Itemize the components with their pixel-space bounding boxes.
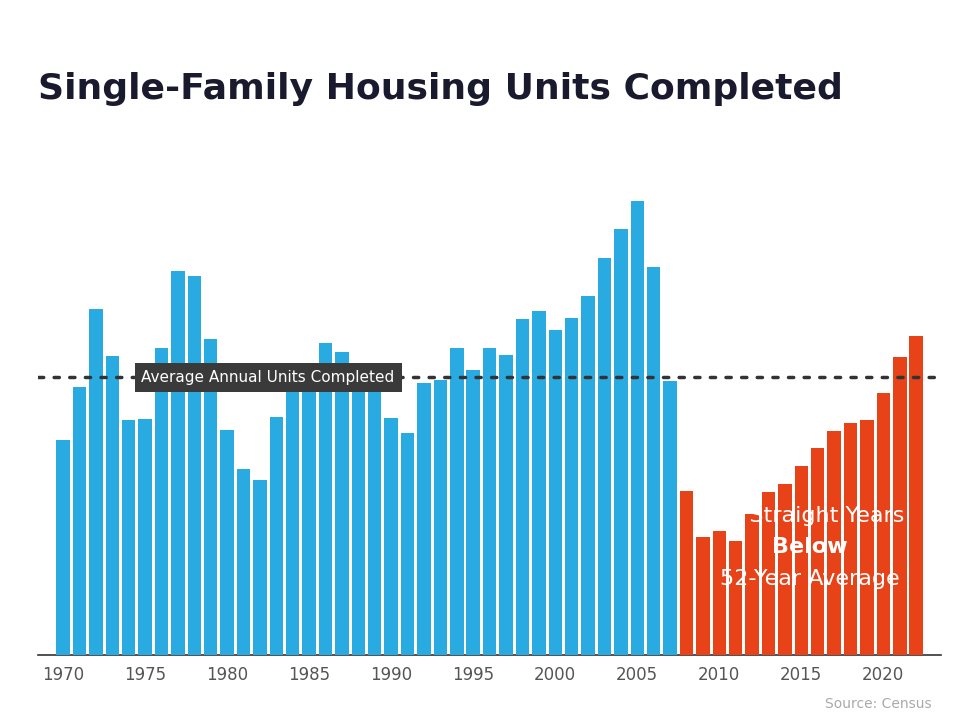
Bar <box>286 369 300 655</box>
Bar <box>450 348 464 655</box>
Bar <box>663 381 677 655</box>
Bar <box>548 330 562 655</box>
Bar <box>876 393 890 655</box>
Bar <box>909 336 923 655</box>
Bar <box>795 467 808 655</box>
Bar <box>302 372 316 655</box>
Bar <box>532 310 545 655</box>
Bar <box>319 343 332 655</box>
Bar <box>631 201 644 655</box>
Text: Average Annual Units Completed: Average Annual Units Completed <box>141 370 395 384</box>
Text: Single-Family Housing Units Completed: Single-Family Housing Units Completed <box>38 72 843 106</box>
Bar <box>351 369 365 655</box>
Bar <box>696 537 709 655</box>
Bar <box>106 356 119 655</box>
Bar <box>89 309 103 655</box>
Bar <box>384 418 397 655</box>
Bar <box>122 420 135 655</box>
Text: Below: Below <box>772 538 848 557</box>
Text: 52-Year Average: 52-Year Average <box>720 570 900 589</box>
Bar <box>221 430 234 655</box>
Bar <box>614 229 628 655</box>
Bar <box>779 484 792 655</box>
Bar <box>844 423 857 655</box>
Bar <box>155 348 168 655</box>
Text: Source: Census: Source: Census <box>825 698 931 711</box>
Text: 14 Straight Years: 14 Straight Years <box>714 505 904 526</box>
Bar <box>270 417 283 655</box>
Bar <box>335 352 348 655</box>
Bar <box>516 319 529 655</box>
Bar <box>745 513 758 655</box>
Bar <box>893 356 906 655</box>
Bar <box>729 541 742 655</box>
Bar <box>171 271 184 655</box>
Bar <box>680 490 693 655</box>
Bar <box>467 370 480 655</box>
Bar <box>762 492 776 655</box>
Bar <box>57 440 70 655</box>
Bar <box>811 448 825 655</box>
Bar <box>434 380 447 655</box>
Bar <box>564 318 578 655</box>
Bar <box>499 356 513 655</box>
Bar <box>647 268 660 655</box>
Bar <box>237 469 251 655</box>
Bar <box>187 276 201 655</box>
Bar <box>712 531 726 655</box>
Bar <box>483 348 496 655</box>
Bar <box>401 433 415 655</box>
Bar <box>582 295 595 655</box>
Bar <box>598 258 612 655</box>
Bar <box>204 339 217 655</box>
Bar <box>253 480 267 655</box>
Bar <box>73 387 86 655</box>
Bar <box>138 419 152 655</box>
Bar <box>418 382 431 655</box>
Bar <box>828 431 841 655</box>
Bar <box>368 390 381 655</box>
Bar <box>860 420 874 655</box>
